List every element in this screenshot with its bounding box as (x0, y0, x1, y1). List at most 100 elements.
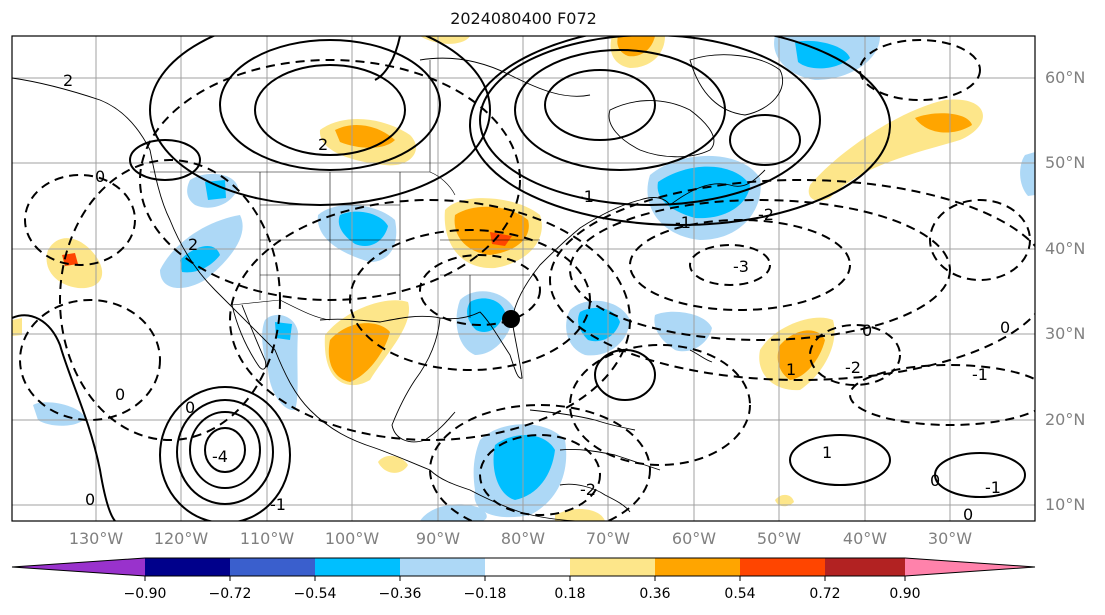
colorbar-segment (825, 558, 905, 576)
contour-label: 0 (95, 167, 105, 186)
warm-anomaly (555, 509, 605, 521)
warm-anomaly (378, 455, 408, 473)
lon-label: 70°W (585, 529, 631, 548)
lon-label: 120°W (153, 529, 209, 548)
positive-contour (159, 386, 291, 521)
positive-contour (204, 427, 246, 473)
lat-label: 30°N (1045, 324, 1086, 343)
contour-label: -2 (758, 205, 774, 224)
negative-contour (859, 39, 981, 101)
contour-label: -1 (270, 495, 286, 514)
contour-label: -1 (972, 365, 988, 384)
positive-contour (149, 36, 491, 206)
positive-contour (219, 39, 441, 171)
lat-label: 10°N (1045, 495, 1086, 514)
colorbar-tick-label: −0.36 (378, 586, 422, 602)
cool-anomaly (33, 402, 85, 426)
contour-labels: 2 2 2 0 0 -1 -2 -3 -1 1 0 -1 -2 0 -1 0 -… (63, 71, 1010, 524)
warm-anomaly (777, 330, 825, 380)
cool-anomaly (795, 40, 850, 69)
contour-label: 0 (1000, 318, 1010, 337)
negative-contour (929, 199, 1031, 281)
contour-label: -1 (985, 478, 1001, 497)
positive-contour (254, 64, 406, 156)
contour-label: 0 (862, 321, 872, 340)
negative-contour (809, 324, 901, 386)
colorbar-segment (230, 558, 315, 576)
positive-contour (934, 452, 1026, 498)
colorbar-tick-label: 0.90 (889, 586, 921, 602)
lon-label: 100°W (324, 529, 380, 548)
lon-label: 110°W (239, 529, 295, 548)
colorbar-segment (400, 558, 485, 576)
cool-anomaly (205, 180, 226, 200)
warm-anomaly (335, 125, 395, 148)
lon-label: 90°W (415, 529, 461, 548)
colorbar-tick-label: −0.90 (123, 586, 167, 602)
contour-label: 0 (115, 385, 125, 404)
positive-contour (129, 139, 201, 181)
warm-anomaly (454, 206, 529, 255)
warm-anomaly (775, 494, 794, 507)
warm-anomaly (808, 99, 983, 201)
contour-label: 1 (822, 443, 832, 462)
graticule (12, 36, 1035, 521)
negative-contour (689, 244, 771, 286)
colorbar-segment (315, 558, 400, 576)
cool-anomaly (275, 322, 292, 340)
contours-negative (19, 39, 1035, 521)
colorbar-tick-label: −0.54 (293, 586, 337, 602)
contour-label: 0 (963, 505, 973, 524)
warm-anomaly (328, 323, 390, 382)
negative-contour (849, 364, 1035, 426)
contour-label: 2 (318, 135, 328, 154)
colorbar-segment (740, 558, 825, 576)
positive-contour (189, 411, 261, 489)
storm-position-marker (502, 310, 520, 328)
contour-label: -1 (675, 213, 691, 232)
positive-contour (594, 349, 656, 401)
contour-label: -4 (212, 447, 228, 466)
contour-label: 0 (185, 398, 195, 417)
cool-anomaly (578, 307, 620, 342)
positive-contour (469, 36, 891, 226)
lon-label: 30°W (927, 529, 973, 548)
cool-anomaly (180, 245, 220, 273)
negative-contour (139, 59, 521, 301)
contour-label: 0 (930, 471, 940, 490)
positive-contour (176, 399, 274, 505)
positive-contour (514, 49, 726, 171)
contour-label: 2 (188, 235, 198, 254)
contours-positive (12, 36, 1026, 521)
contour-label: 0 (85, 490, 95, 509)
colorbar-tick-label: −0.72 (208, 586, 252, 602)
cool-anomaly (657, 166, 750, 219)
negative-contour (429, 404, 651, 521)
negative-contour (479, 434, 601, 516)
lat-label: 60°N (1045, 68, 1086, 87)
cool-anomaly (420, 504, 487, 521)
contour-label: -3 (733, 257, 749, 276)
coastlines (12, 54, 783, 521)
cool-anomaly (1020, 152, 1035, 196)
positive-contour (544, 69, 656, 141)
cool-anomaly (493, 434, 555, 500)
negative-contour (229, 199, 631, 441)
lon-label: 40°W (842, 529, 888, 548)
negative-contour (24, 174, 136, 266)
negative-contour (419, 254, 541, 326)
contour-label: -2 (580, 480, 596, 499)
colorbar-segment (905, 558, 1035, 576)
contour-label: -2 (845, 358, 861, 377)
colorbar-segment (570, 558, 655, 576)
colorbar-tick-label: −0.18 (463, 586, 507, 602)
lon-label: 130°W (68, 529, 124, 548)
negative-contour (569, 199, 951, 341)
negative-contour (569, 344, 751, 466)
colorbar-segment (12, 558, 145, 576)
lon-label: 80°W (500, 529, 546, 548)
contour-label: -1 (578, 187, 594, 206)
colorbar-segment (145, 558, 230, 576)
negative-contour (59, 159, 281, 441)
